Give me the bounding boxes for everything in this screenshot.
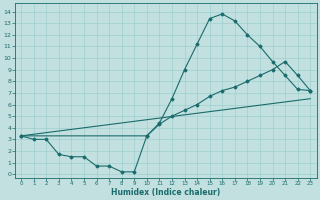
X-axis label: Humidex (Indice chaleur): Humidex (Indice chaleur) <box>111 188 220 197</box>
